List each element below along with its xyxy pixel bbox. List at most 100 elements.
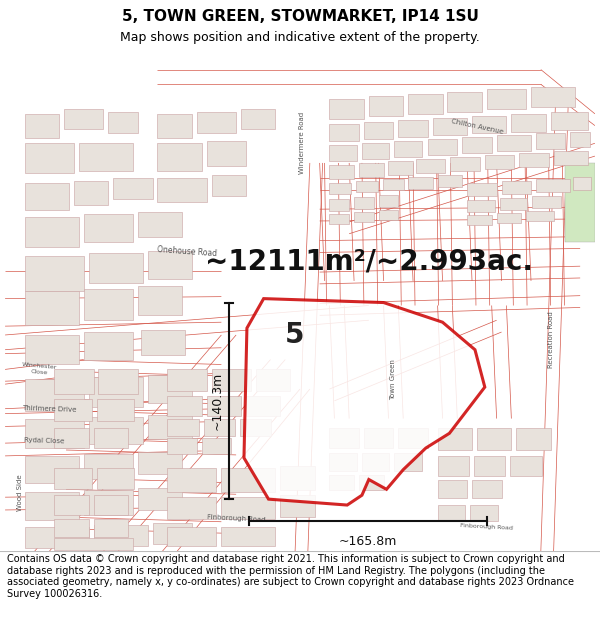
Bar [472,116,506,134]
Bar [97,468,134,489]
Text: Recreation Road: Recreation Road [548,311,554,368]
Bar [25,291,79,325]
Bar [89,417,143,444]
Bar [280,495,315,517]
Bar [152,522,192,544]
Bar [329,182,351,194]
Bar [369,96,403,116]
Text: Rydal Close: Rydal Close [24,438,65,445]
Bar [329,124,359,141]
Bar [94,495,128,515]
Bar [364,122,394,139]
Bar [467,182,497,196]
Bar [138,212,182,237]
Bar [551,112,588,129]
Bar [54,539,133,550]
Text: ~140.3m: ~140.3m [211,372,224,430]
Bar [571,131,590,148]
Bar [362,143,389,159]
Bar [25,379,84,411]
Bar [202,438,231,454]
Bar [97,399,134,421]
Bar [497,136,531,151]
Bar [451,157,480,171]
Bar [148,375,192,403]
Bar [448,92,482,112]
Bar [54,369,94,394]
Bar [437,428,472,450]
Bar [502,181,531,194]
Text: ~12111m²/~2.993ac.: ~12111m²/~2.993ac. [205,248,533,275]
Text: Map shows position and indicative extent of the property.: Map shows position and indicative extent… [120,31,480,44]
Bar [54,519,89,536]
Text: Windermere Road: Windermere Road [299,112,305,174]
Bar [554,151,588,165]
Bar [516,428,551,450]
Bar [89,253,143,283]
Text: Contains OS data © Crown copyright and database right 2021. This information is : Contains OS data © Crown copyright and d… [7,554,574,599]
Bar [531,88,575,107]
Bar [437,456,469,476]
Bar [472,481,502,498]
Bar [394,453,422,471]
Bar [94,525,148,546]
Text: ~165.8m: ~165.8m [338,534,397,548]
Text: Finborough Road: Finborough Road [460,522,514,531]
Bar [467,215,491,225]
Bar [477,428,511,450]
Bar [212,369,251,391]
Bar [79,143,133,171]
Bar [394,141,422,157]
Bar [487,89,526,109]
Bar [54,468,92,489]
Bar [462,138,491,153]
Text: 5: 5 [285,321,305,349]
Bar [329,99,364,119]
Bar [84,289,133,320]
Bar [329,145,357,161]
Text: Winchester
Close: Winchester Close [22,362,58,376]
Bar [25,492,79,520]
Bar [536,179,571,192]
Bar [25,182,69,210]
Bar [54,428,89,448]
Bar [398,428,428,448]
Bar [364,428,394,448]
Bar [138,488,182,510]
Bar [519,153,549,167]
Text: Wood Side: Wood Side [17,474,23,511]
Bar [511,456,542,476]
Bar [167,396,202,416]
Bar [379,196,398,208]
Text: 5, TOWN GREEN, STOWMARKET, IP14 1SU: 5, TOWN GREEN, STOWMARKET, IP14 1SU [122,9,478,24]
Bar [383,179,404,191]
Bar [84,332,133,359]
Bar [84,454,133,479]
Bar [25,114,59,138]
Bar [433,118,467,136]
Bar [428,139,457,155]
Text: Onehouse Road: Onehouse Road [157,245,217,258]
Bar [470,505,497,521]
Bar [25,143,74,172]
Bar [206,396,241,416]
Bar [329,199,349,211]
Bar [408,94,443,114]
Bar [167,438,197,454]
Bar [84,214,133,242]
Bar [221,468,275,492]
Bar [437,505,465,521]
Bar [256,369,290,391]
Bar [212,175,246,196]
Bar [109,112,138,134]
Bar [167,497,217,519]
Bar [167,369,206,391]
Bar [157,143,202,171]
Bar [84,490,133,515]
Bar [356,181,377,192]
Bar [536,134,565,149]
Bar [329,453,357,471]
Bar [89,378,143,407]
Polygon shape [244,299,485,505]
Text: Town Green: Town Green [391,359,397,399]
